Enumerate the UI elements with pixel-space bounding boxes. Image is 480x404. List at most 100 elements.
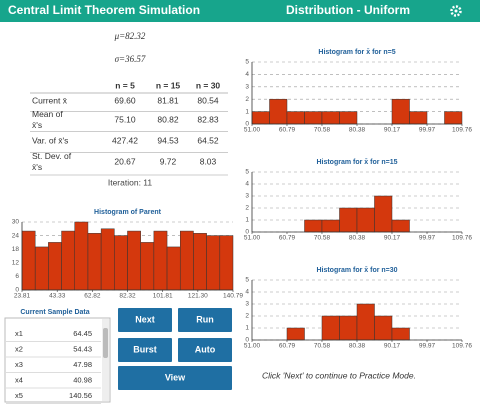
column-header: n = 30 <box>196 80 221 90</box>
x-tick-label: 51.00 <box>244 343 261 350</box>
button-label[interactable]: Run <box>196 314 214 324</box>
column-header: n = 5 <box>115 80 135 90</box>
y-tick-label: 18 <box>12 246 20 253</box>
gear[interactable] <box>450 5 462 17</box>
bar <box>166 246 181 291</box>
bar <box>374 195 393 233</box>
y-tick-label: 30 <box>12 219 20 226</box>
x-tick-label: 90.17 <box>384 343 401 350</box>
cell: 80.82 <box>157 114 179 124</box>
cell: 9.72 <box>160 156 177 166</box>
button-label[interactable]: Burst <box>133 344 157 354</box>
bar <box>339 315 358 341</box>
sample-name: x1 <box>15 329 23 338</box>
cell: 75.10 <box>114 114 136 124</box>
sample-name: x4 <box>15 375 23 384</box>
x-tick-label: 80.38 <box>349 127 366 134</box>
cell: 64.52 <box>197 135 219 145</box>
row-label: St. Dev. of <box>32 151 72 161</box>
bar <box>219 235 234 291</box>
x-tick-label: 70.58 <box>314 127 331 134</box>
y-tick-label: 0 <box>245 337 249 344</box>
bar <box>74 221 89 291</box>
button-label[interactable]: Auto <box>195 344 216 354</box>
button-label[interactable]: View <box>165 372 186 382</box>
bar <box>48 242 62 291</box>
y-tick-label: 2 <box>245 205 249 212</box>
gear-center[interactable] <box>454 9 458 13</box>
sample-value: 47.98 <box>73 360 92 369</box>
y-tick-label: 1 <box>245 217 249 224</box>
footer-hint: Click 'Next' to continue to Practice Mod… <box>262 370 416 380</box>
button[interactable] <box>178 338 232 362</box>
bar <box>114 235 128 291</box>
bar <box>286 111 305 125</box>
x-tick-label: 70.58 <box>314 235 331 242</box>
y-tick-label: 2 <box>245 96 249 103</box>
y-tick-label: 3 <box>245 193 249 200</box>
x-tick-label: 43.33 <box>49 293 66 300</box>
cell: 69.60 <box>114 95 136 105</box>
y-tick-label: 0 <box>15 287 19 294</box>
chart-title: Histogram for x̄ for n=30 <box>316 266 397 274</box>
row-label: x̄'s <box>32 162 42 172</box>
sample-title: Current Sample Data <box>20 309 89 316</box>
x-tick-label: 51.00 <box>244 127 261 134</box>
x-tick-label: 99.97 <box>419 343 436 350</box>
sample-name: x5 <box>15 391 23 400</box>
bar <box>321 219 340 233</box>
y-tick-label: 3 <box>245 301 249 308</box>
x-tick-label: 51.00 <box>244 235 261 242</box>
bar <box>251 111 270 125</box>
y-tick-label: 4 <box>245 181 249 188</box>
button[interactable] <box>118 308 172 332</box>
bar <box>61 230 75 291</box>
bar <box>409 111 428 125</box>
sample-value: 40.98 <box>73 375 92 384</box>
y-tick-label: 5 <box>245 277 249 284</box>
bar <box>286 327 305 341</box>
bar <box>206 235 221 291</box>
button[interactable] <box>118 366 232 390</box>
row-label: Mean of <box>32 109 63 119</box>
y-tick-label: 0 <box>245 229 249 236</box>
y-tick-label: 5 <box>245 169 249 176</box>
x-tick-label: 90.17 <box>384 127 401 134</box>
row-label: Current x̄ <box>32 95 68 105</box>
cell: 82.83 <box>197 114 219 124</box>
bar <box>21 230 36 291</box>
x-tick-label: 82.32 <box>119 293 136 300</box>
sample-name: x2 <box>15 344 23 353</box>
bar <box>321 315 340 341</box>
y-tick-label: 4 <box>245 71 249 78</box>
bar <box>193 233 207 291</box>
bar <box>140 242 155 291</box>
x-tick-label: 101.81 <box>153 293 173 300</box>
x-tick-label: 70.58 <box>314 343 331 350</box>
row-label: x̄'s <box>32 120 42 130</box>
x-tick-label: 62.82 <box>84 293 101 300</box>
bar <box>356 303 375 341</box>
button[interactable] <box>178 308 232 332</box>
bar <box>304 111 323 125</box>
scrollbar[interactable] <box>102 319 109 401</box>
bar <box>269 98 288 125</box>
bar <box>153 230 168 291</box>
y-tick-label: 2 <box>245 313 249 320</box>
button-label[interactable]: Next <box>135 314 155 324</box>
bar <box>100 228 115 291</box>
x-tick-label: 99.97 <box>419 235 436 242</box>
button[interactable] <box>118 338 172 362</box>
settings-icon[interactable] <box>450 5 462 17</box>
bar <box>304 219 323 233</box>
x-tick-label: 90.17 <box>384 235 401 242</box>
y-tick-label: 0 <box>245 121 249 128</box>
chart-title: Histogram for x̄ for n=5 <box>318 48 395 56</box>
bar <box>87 233 102 291</box>
distribution-label[interactable]: Distribution - Uniform <box>286 3 410 17</box>
x-tick-label: 99.97 <box>419 127 436 134</box>
bar <box>391 327 410 341</box>
bar <box>127 230 141 291</box>
scroll-thumb[interactable] <box>103 328 108 358</box>
